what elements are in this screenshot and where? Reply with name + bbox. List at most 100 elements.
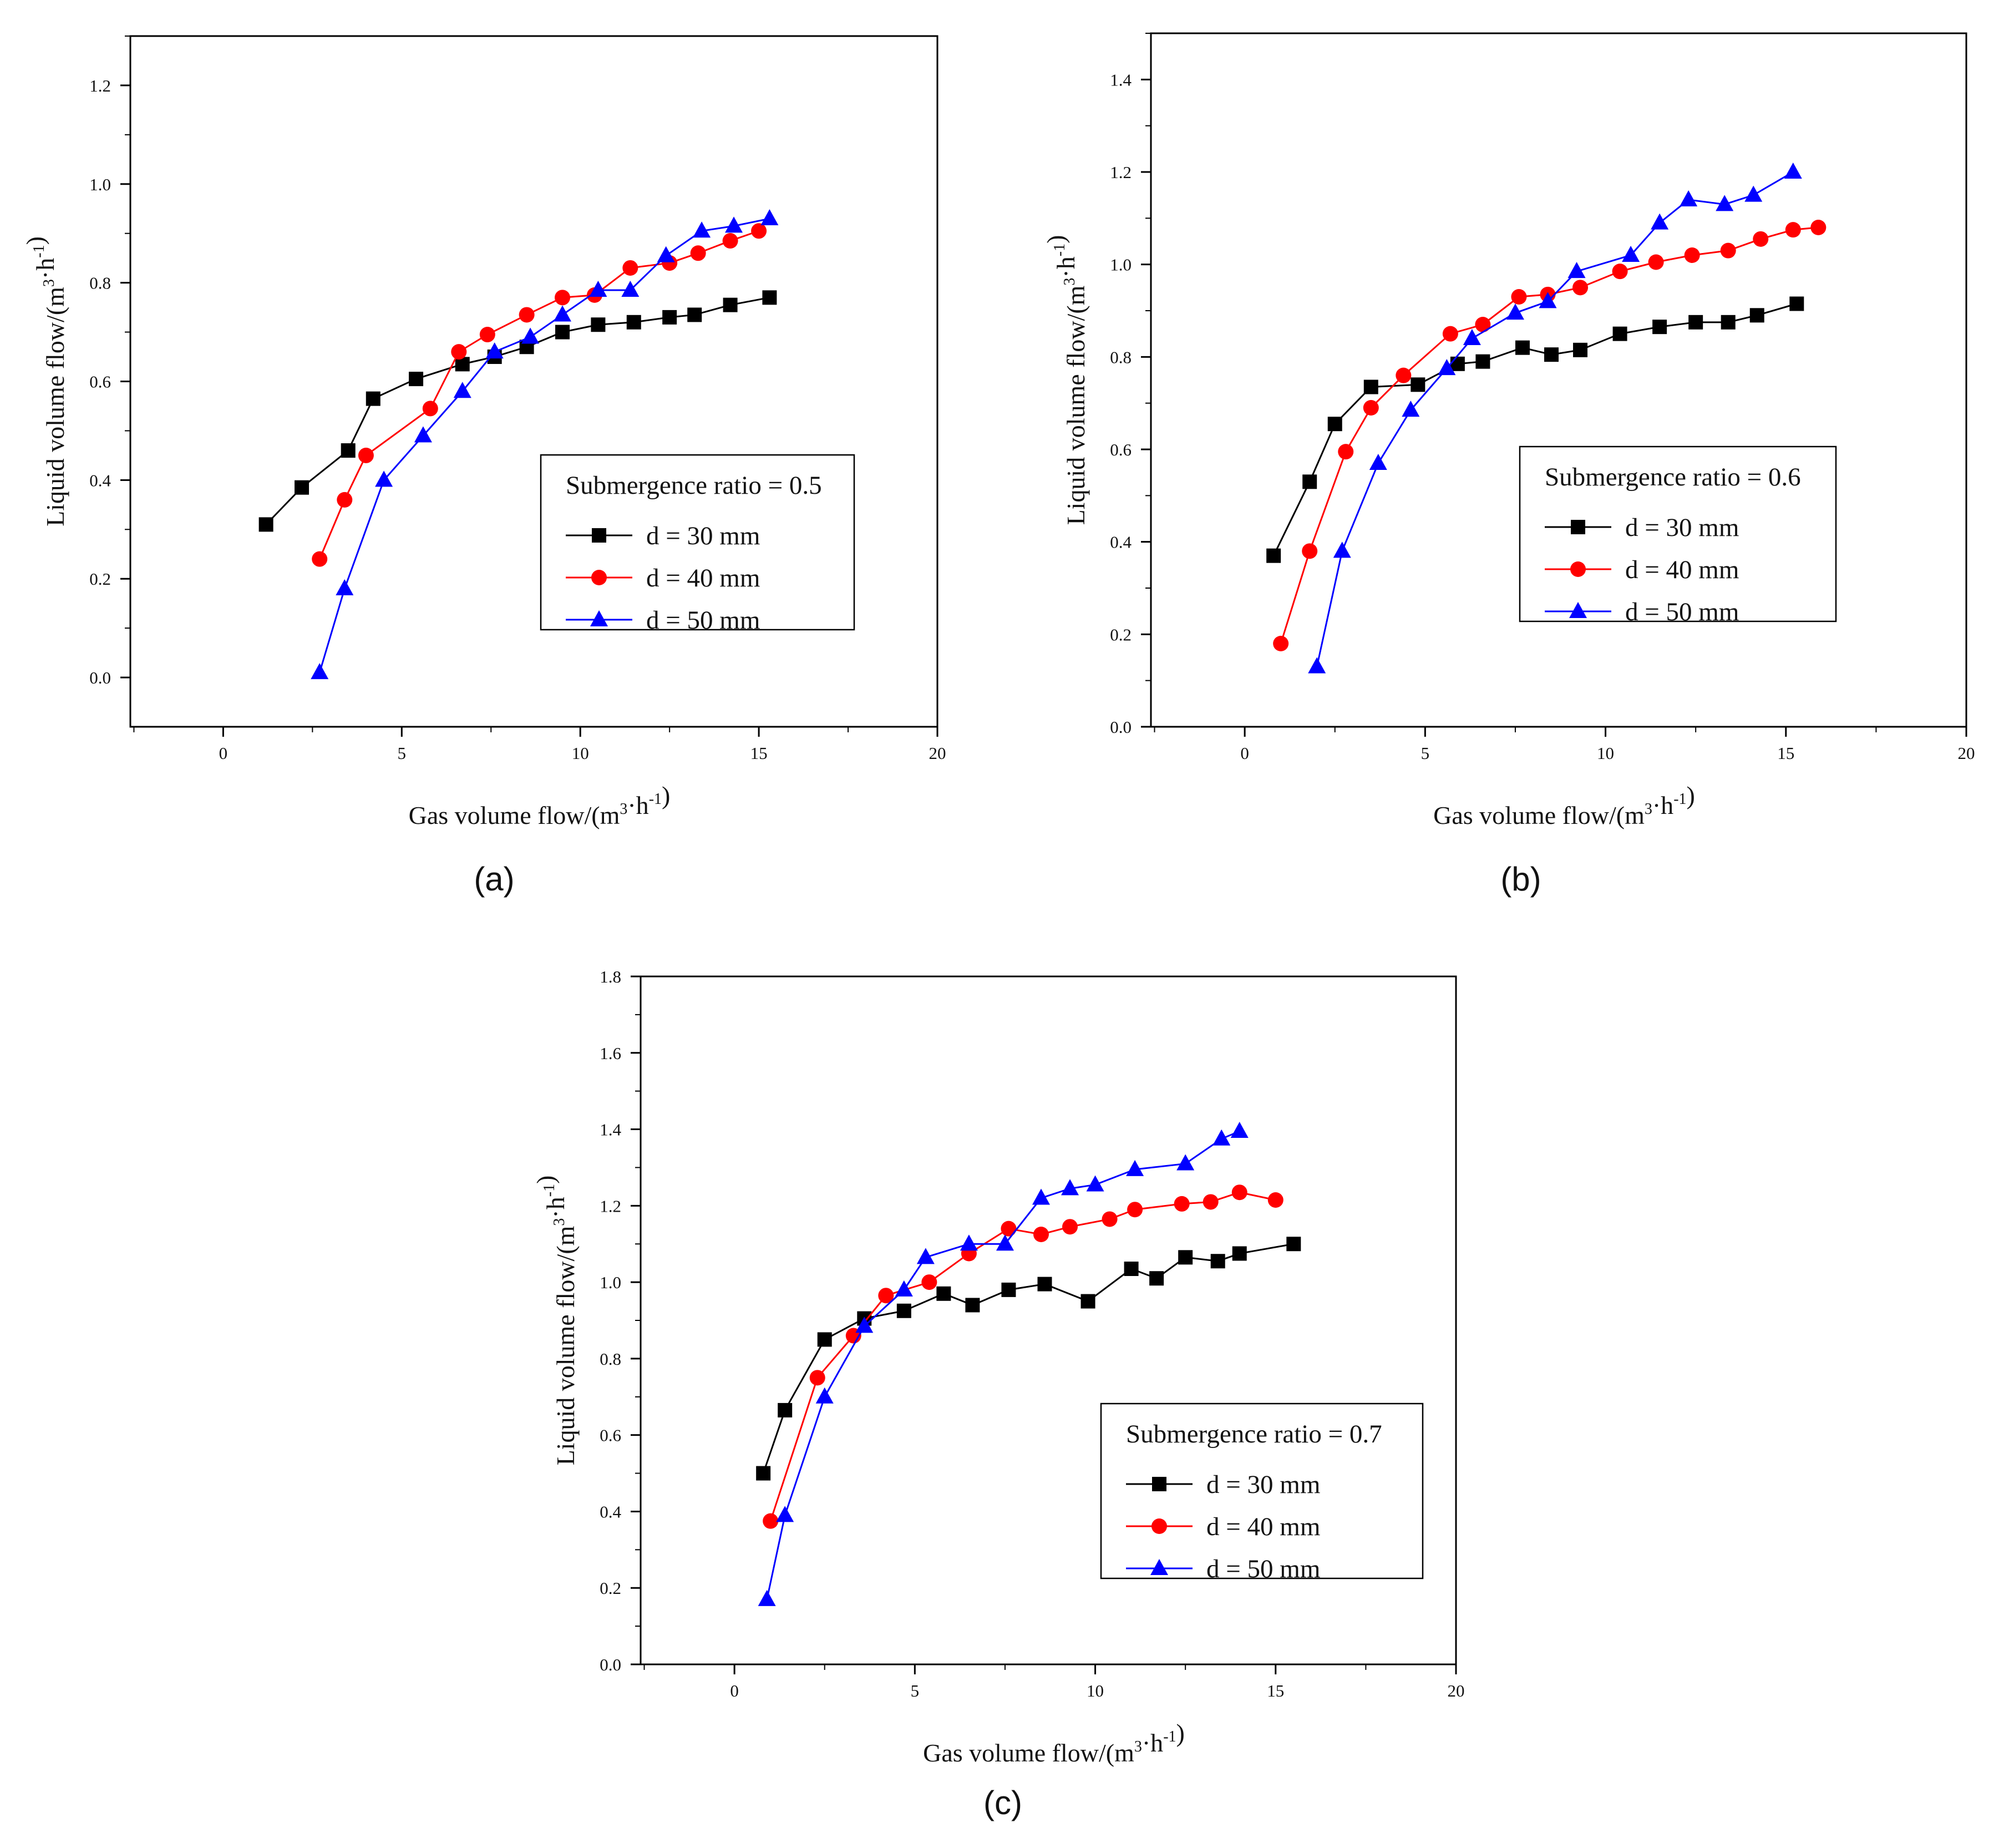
data-point: [626, 315, 641, 330]
data-point: [809, 1370, 825, 1386]
y-tick-label: 0.6: [1110, 440, 1132, 459]
series-line-1: [1272, 303, 1797, 556]
data-point: [687, 307, 702, 322]
data-point: [1086, 1175, 1104, 1192]
data-point: [1475, 317, 1491, 332]
data-point: [1652, 320, 1667, 335]
data-point: [996, 1234, 1014, 1251]
data-point: [1266, 548, 1281, 563]
data-point: [519, 307, 535, 323]
data-point: [589, 280, 607, 297]
data-point: [1785, 222, 1801, 238]
data-point: [555, 290, 571, 306]
data-point: [1126, 1160, 1144, 1176]
x-tick-label: 20: [929, 743, 946, 763]
y-axis-title: Liquid volume flow/(m3·h-1): [531, 1176, 580, 1466]
x-axis-title: Gas volume flow/(m3·h-1): [923, 1719, 1185, 1767]
data-point: [1753, 231, 1769, 247]
legend-marker: [590, 610, 608, 626]
data-point: [451, 344, 467, 360]
data-point: [1124, 1262, 1139, 1276]
data-point: [657, 246, 675, 262]
data-point: [722, 233, 738, 249]
legend-entry: d = 40 mm: [646, 564, 760, 593]
y-tick-label: 0.4: [600, 1502, 621, 1521]
y-tick-label: 1.0: [89, 175, 111, 194]
data-point: [1511, 289, 1527, 305]
chart-panel-2: 0 5 10 15 20 0.0 0.2 0.4 0.6 0.8 1.0 1.2 1.4 Gas volu…: [1042, 32, 1975, 829]
data-point: [878, 1288, 894, 1304]
data-point: [1267, 1192, 1283, 1208]
data-point: [555, 325, 570, 340]
data-point: [341, 443, 356, 458]
data-point: [1612, 264, 1628, 280]
data-point: [1327, 417, 1342, 432]
data-point: [1232, 1246, 1247, 1261]
data-point: [1515, 340, 1530, 355]
data-point: [1438, 359, 1456, 376]
data-point: [422, 401, 438, 417]
plot-frame: [1150, 32, 1967, 728]
data-point: [1231, 1184, 1247, 1201]
data-point: [1539, 292, 1557, 308]
y-tick-label: 0.2: [89, 569, 111, 589]
data-point: [258, 517, 273, 532]
legend-marker: [1150, 1559, 1168, 1575]
legend: Submergence ratio = 0.5 d = 30 mm d = 40 m…: [540, 454, 855, 635]
y-tick-label: 1.6: [600, 1044, 621, 1063]
y-tick-label: 0.0: [600, 1655, 621, 1674]
y-tick-label: 0.6: [600, 1426, 621, 1445]
y-tick-label: 0.0: [1110, 717, 1132, 737]
data-point: [1062, 1219, 1078, 1235]
data-point: [1032, 1188, 1050, 1205]
legend-entry: d = 30 mm: [1206, 1470, 1320, 1499]
x-axis-title: Gas volume flow/(m3·h-1): [409, 781, 671, 829]
data-point: [762, 290, 777, 305]
y-tick-label: 1.4: [600, 1120, 621, 1140]
data-point: [756, 1466, 771, 1481]
x-tick-label: 20: [1448, 1681, 1465, 1700]
y-tick-label: 0.8: [89, 274, 111, 293]
x-tick-label: 10: [1087, 1681, 1104, 1700]
data-point: [1506, 303, 1524, 320]
data-point: [1037, 1277, 1052, 1292]
data-point: [1463, 329, 1481, 345]
data-point: [621, 280, 640, 297]
legend: Submergence ratio = 0.6 d = 30 mm d = 40 m…: [1519, 445, 1837, 626]
legend-entry: d = 50 mm: [1625, 598, 1739, 626]
legend-title: Submergence ratio = 0.6: [1545, 463, 1801, 492]
chart-panel-3: 0 5 10 15 20 0.0 0.2 0.4 0.6 0.8 1.0 1.2 1.4 1.6 1.8 Ga…: [531, 967, 1465, 1767]
data-point: [693, 221, 711, 238]
data-point: [896, 1303, 911, 1318]
data-point: [921, 1274, 937, 1290]
data-point: [1212, 1129, 1231, 1146]
x-tick-label: 15: [1267, 1681, 1284, 1700]
data-point: [622, 260, 638, 276]
y-tick-label: 1.8: [600, 967, 621, 986]
data-point: [1369, 454, 1387, 470]
data-point: [358, 447, 374, 463]
data-point: [1475, 354, 1490, 369]
x-tick-label: 0: [219, 743, 228, 763]
data-point: [295, 480, 310, 495]
data-point: [1544, 347, 1559, 362]
data-point: [1302, 474, 1317, 489]
panel-label: (a): [474, 860, 514, 898]
data-point: [1203, 1194, 1219, 1210]
data-point: [1127, 1202, 1143, 1218]
data-point: [1001, 1221, 1017, 1237]
data-point: [1450, 356, 1465, 371]
data-point: [763, 1513, 779, 1529]
y-axis-title: Liquid volume flow/(m3·h-1): [21, 236, 69, 526]
y-axis-title: Liquid volume flow/(m3·h-1): [1042, 235, 1090, 525]
data-point: [1744, 185, 1763, 202]
data-point: [1061, 1179, 1079, 1196]
data-point: [1286, 1237, 1301, 1252]
x-tick-label: 0: [730, 1681, 739, 1700]
data-point: [1176, 1154, 1195, 1171]
legend-entry: d = 40 mm: [1206, 1512, 1320, 1541]
y-tick-label: 0.8: [600, 1349, 621, 1369]
data-point: [1102, 1211, 1118, 1227]
y-tick-label: 1.2: [600, 1196, 621, 1216]
data-point: [723, 297, 738, 312]
